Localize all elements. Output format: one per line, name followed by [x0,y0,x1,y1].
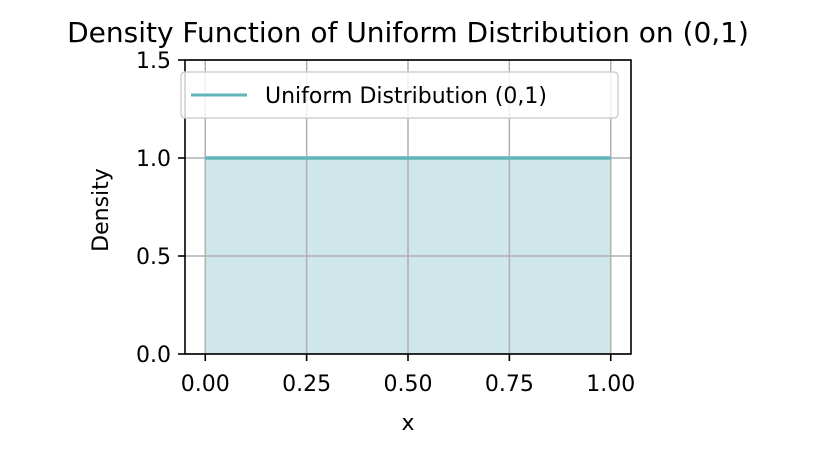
x-tick-label: 0.25 [282,372,331,397]
y-axis-label: Density [89,168,114,252]
x-tick-label: 0.50 [384,372,433,397]
plot-area: 0.00 0.25 0.50 0.75 1.00 0.0 0.5 1.0 1.5 [136,49,635,397]
legend-box [180,71,619,119]
x-tick-label: 1.00 [586,372,635,397]
legend: Uniform Distribution (0,1) [180,71,619,119]
legend-label: Uniform Distribution (0,1) [265,84,547,109]
x-tick-label: 0.00 [181,372,230,397]
x-axis-label: x [401,411,414,436]
y-tick-label: 0.5 [136,245,171,270]
y-tick-label: 1.0 [136,147,171,172]
y-tick-label: 1.5 [136,49,171,74]
y-tick-label: 0.0 [136,343,171,368]
chart-title: Density Function of Uniform Distribution… [67,16,749,49]
x-tick-label: 0.75 [485,372,534,397]
